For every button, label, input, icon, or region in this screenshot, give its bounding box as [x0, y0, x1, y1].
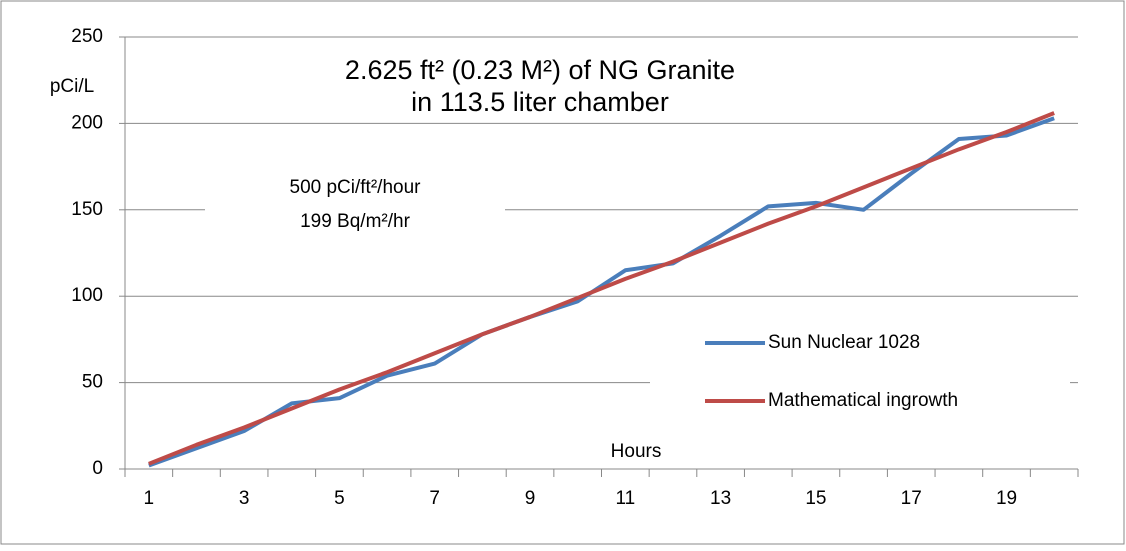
chart-title: 2.625 ft² (0.23 M²) of NG Granite [345, 55, 735, 85]
y-tick-label: 100 [71, 285, 103, 306]
legend-label: Sun Nuclear 1028 [768, 332, 920, 353]
x-tick-label: 15 [805, 488, 826, 509]
y-tick-label: 150 [71, 199, 103, 220]
y-tick-label: 250 [71, 26, 103, 47]
x-tick-label: 9 [525, 488, 536, 509]
x-tick-label: 5 [334, 488, 345, 509]
chart-subtitle: in 113.5 liter chamber [411, 87, 669, 117]
data-line [148, 111, 1055, 466]
legend-label: Mathematical ingrowth [768, 390, 958, 411]
legend-box [650, 315, 1070, 430]
x-tick-label: 13 [710, 488, 731, 509]
y-axis-label: pCi/L [50, 76, 94, 97]
x-tick-label: 19 [996, 488, 1017, 509]
annotation: 199 Bq/m²/hr [300, 211, 410, 232]
x-tick-label: 7 [429, 488, 440, 509]
y-tick-label: 50 [82, 372, 103, 393]
y-tick-label: 200 [71, 112, 103, 133]
x-tick-label: 3 [239, 488, 250, 509]
annotation: 500 pCi/ft²/hour [290, 177, 422, 198]
y-tick-label: 0 [92, 458, 103, 479]
x-tick-label: 17 [901, 488, 922, 509]
annotation-box [205, 165, 505, 245]
x-axis-label: Hours [611, 441, 662, 462]
x-tick-label: 11 [615, 488, 635, 509]
data-line [148, 116, 1055, 468]
x-tick-label: 1 [144, 488, 155, 509]
